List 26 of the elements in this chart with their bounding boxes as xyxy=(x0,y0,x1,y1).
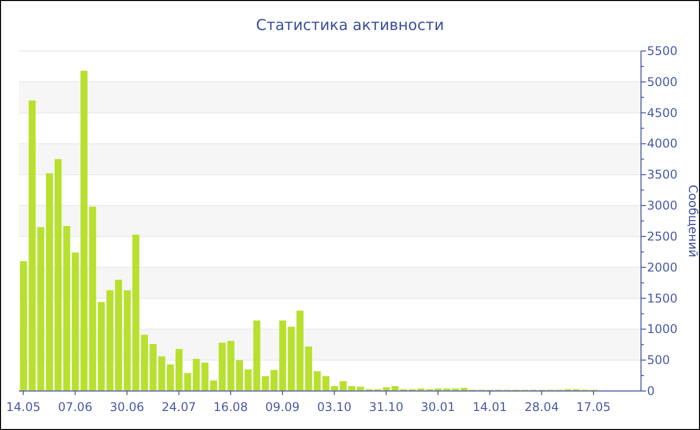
chart-title: Статистика активности xyxy=(255,16,445,34)
y-tick-label: 1500 xyxy=(647,291,678,306)
x-tick-label: 16.08 xyxy=(213,400,248,414)
y-tick-label: 4500 xyxy=(647,106,678,120)
x-tick-label: 30.01 xyxy=(420,400,456,414)
y-tick-label: 5500 xyxy=(647,44,678,58)
y-tick-label: 3000 xyxy=(647,198,678,213)
x-tick-label: 09.09 xyxy=(265,400,300,414)
x-tick-label: 24.07 xyxy=(162,400,196,414)
x-tick-label: 30.06 xyxy=(110,400,144,414)
x-tick-label: 31.10 xyxy=(368,400,404,414)
x-tick-label: 14.01 xyxy=(472,400,507,414)
y-tick-label: 4000 xyxy=(647,136,678,151)
y-tick-label: 5000 xyxy=(647,74,678,89)
y-tick-label: 1000 xyxy=(647,322,678,336)
y-tick-label: 2500 xyxy=(647,229,678,244)
x-tick-label: 03.10 xyxy=(317,400,352,414)
y-tick-label: 2000 xyxy=(647,260,678,274)
x-tick-label: 07.06 xyxy=(58,400,92,414)
x-tick-label: 14.05 xyxy=(6,400,40,414)
y-axis-title: Сообщений xyxy=(686,184,700,258)
x-tick-label: 28.04 xyxy=(524,400,559,414)
y-tick-label: 500 xyxy=(647,353,670,368)
y-tick-label: 3500 xyxy=(647,168,678,182)
y-tick-label: 0 xyxy=(647,384,655,398)
x-tick-label: 17.05 xyxy=(576,400,611,414)
